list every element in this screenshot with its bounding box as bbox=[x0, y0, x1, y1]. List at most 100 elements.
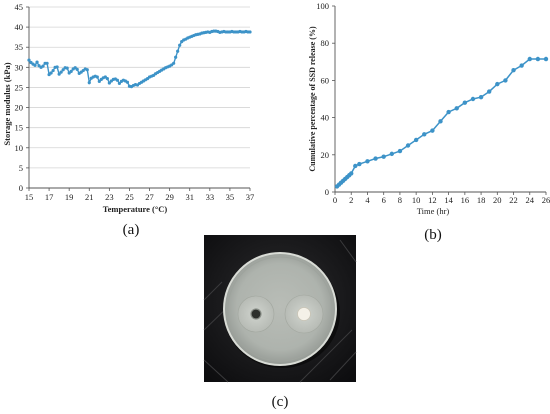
chart-a-x-tick-label: 17 bbox=[45, 192, 54, 202]
chart-a-data-point bbox=[49, 71, 53, 75]
chart-b-data-point bbox=[430, 128, 435, 133]
chart-a-data-point bbox=[176, 49, 180, 53]
chart-b-x-tick-label: 26 bbox=[542, 195, 550, 205]
chart-b-data-point bbox=[365, 159, 370, 164]
chart-b-data-point bbox=[446, 109, 451, 115]
chart-a-y-tick-label: 0 bbox=[19, 183, 23, 193]
chart-b-data-point bbox=[422, 132, 427, 137]
chart-a-y-tick-label: 15 bbox=[15, 123, 24, 133]
chart-b-data-point bbox=[438, 119, 443, 124]
chart-a-y-tick-label: 10 bbox=[15, 143, 24, 153]
chart-a-y-tick-label: 40 bbox=[15, 22, 24, 32]
chart-a-y-tick-label: 35 bbox=[15, 42, 24, 52]
chart-a-data-point bbox=[57, 72, 61, 76]
chart-a-data-point bbox=[45, 61, 49, 65]
chart-a-x-tick-label: 31 bbox=[185, 192, 194, 202]
chart-b-data-point bbox=[486, 89, 492, 94]
chart-a-y-tick-labels: 0 5 10 15 20 25 30 35 40 45 bbox=[15, 2, 24, 193]
chart-b-y-axis-label: Cumulative percentage of SSD release (%) bbox=[308, 26, 317, 172]
chart-a-x-tick-labels: 15 17 19 21 23 25 27 29 31 33 35 37 bbox=[25, 192, 255, 202]
chart-a-data-point bbox=[107, 81, 111, 85]
chart-b-data-point bbox=[353, 163, 358, 169]
chart-b-data-point bbox=[405, 143, 411, 148]
chart-a-x-tick-label: 29 bbox=[165, 192, 174, 202]
chart-b-x-tick-label: 8 bbox=[398, 195, 402, 205]
chart-a-data-point bbox=[35, 60, 39, 64]
chart-a-series-line bbox=[28, 30, 250, 88]
chart-b-y-tick-label: 80 bbox=[321, 38, 330, 48]
chart-b-y-tick-label: 100 bbox=[316, 1, 329, 11]
chart-b-x-tick-label: 6 bbox=[382, 195, 386, 205]
chart-b-y-tick-label: 60 bbox=[321, 75, 330, 85]
disc-left-dark bbox=[250, 308, 262, 320]
chart-a-series bbox=[27, 29, 252, 89]
chart-a-x-tick-label: 19 bbox=[65, 192, 74, 202]
chart-a-x-tick-label: 21 bbox=[85, 192, 94, 202]
chart-b-x-axis-label: Time (hr) bbox=[417, 206, 450, 216]
chart-a-x-tick-label: 37 bbox=[246, 192, 255, 202]
chart-b-x-tick-label: 20 bbox=[493, 195, 502, 205]
chart-a-y-axis-label: Storage modulus (kPa) bbox=[2, 62, 12, 145]
panel-c-photo: (c) bbox=[203, 235, 357, 410]
chart-b-y-tick-label: 0 bbox=[325, 187, 329, 197]
chart-a-x-tick-label: 27 bbox=[145, 192, 154, 202]
chart-b-data-point bbox=[478, 94, 484, 100]
panel-a-chart: 15 17 19 21 23 25 27 29 31 33 35 37 0 5 10 15 20 25 30 35 4… bbox=[2, 2, 254, 238]
chart-b-data-point bbox=[357, 161, 362, 167]
chart-a-data-point bbox=[115, 78, 119, 82]
chart-a-x-axis-label: Temperature (°C) bbox=[103, 204, 168, 214]
chart-a-y-tick-label: 30 bbox=[15, 62, 24, 72]
chart-a-data-point bbox=[33, 63, 37, 67]
chart-b-x-tick-label: 10 bbox=[412, 195, 421, 205]
panel-a-label: (a) bbox=[123, 222, 140, 238]
chart-b-y-tick-labels: 0 20 40 60 80 100 bbox=[316, 1, 329, 197]
chart-b-x-tick-label: 12 bbox=[428, 195, 437, 205]
chart-a-data-point bbox=[65, 66, 69, 70]
petri-dish-rim bbox=[227, 256, 333, 362]
chart-b-x-tick-label: 22 bbox=[509, 195, 518, 205]
chart-b-x-tick-label: 2 bbox=[349, 195, 353, 205]
chart-a-data-point bbox=[61, 68, 65, 72]
chart-b-x-tick-label: 4 bbox=[365, 195, 370, 205]
chart-b-axes bbox=[332, 5, 547, 195]
chart-b-data-point bbox=[470, 96, 476, 102]
chart-a-x-tick-label: 33 bbox=[206, 192, 215, 202]
chart-a-data-point bbox=[55, 65, 59, 69]
chart-a-data-point bbox=[174, 55, 178, 59]
chart-a-data-point bbox=[178, 43, 182, 47]
chart-a-data-point bbox=[87, 81, 91, 85]
chart-a-data-point bbox=[59, 70, 63, 74]
chart-b-data-point bbox=[527, 56, 532, 62]
chart-b-x-tick-label: 24 bbox=[526, 195, 535, 205]
chart-b-x-tick-label: 16 bbox=[461, 195, 470, 205]
chart-a-data-point bbox=[117, 81, 122, 86]
chart-b-y-tick-label: 20 bbox=[321, 150, 330, 160]
chart-a-data-point bbox=[95, 75, 99, 79]
chart-b-data-point bbox=[389, 151, 395, 157]
chart-a-data-point bbox=[105, 76, 109, 81]
panel-b-label: (b) bbox=[424, 227, 442, 243]
photo-surface-texture bbox=[203, 239, 357, 383]
chart-a-axes bbox=[26, 6, 251, 191]
chart-b-data-point bbox=[454, 106, 459, 111]
chart-a-data-point bbox=[125, 80, 130, 84]
chart-b-x-tick-labels: 0 2 4 6 8 10 12 14 16 18 20 22 24 26 bbox=[333, 195, 550, 205]
chart-b-data-point bbox=[503, 78, 508, 83]
chart-b-data-point bbox=[381, 154, 386, 159]
chart-a-x-tick-label: 25 bbox=[125, 192, 134, 202]
chart-a-data-point bbox=[248, 30, 252, 34]
chart-a-x-tick-label: 23 bbox=[105, 192, 114, 202]
chart-b-y-tick-label: 40 bbox=[321, 113, 330, 123]
chart-b-x-tick-label: 14 bbox=[444, 195, 453, 205]
chart-b-x-tick-label: 18 bbox=[477, 195, 486, 205]
chart-a-data-point bbox=[27, 58, 31, 62]
chart-a-y-tick-label: 45 bbox=[15, 2, 24, 12]
chart-a-x-tick-label: 15 bbox=[25, 192, 34, 202]
chart-a-data-point bbox=[69, 69, 73, 73]
chart-b-data-point bbox=[373, 156, 378, 161]
disc-right-white bbox=[297, 307, 311, 321]
chart-a-data-point bbox=[51, 68, 55, 73]
chart-b-data-point bbox=[511, 67, 516, 73]
